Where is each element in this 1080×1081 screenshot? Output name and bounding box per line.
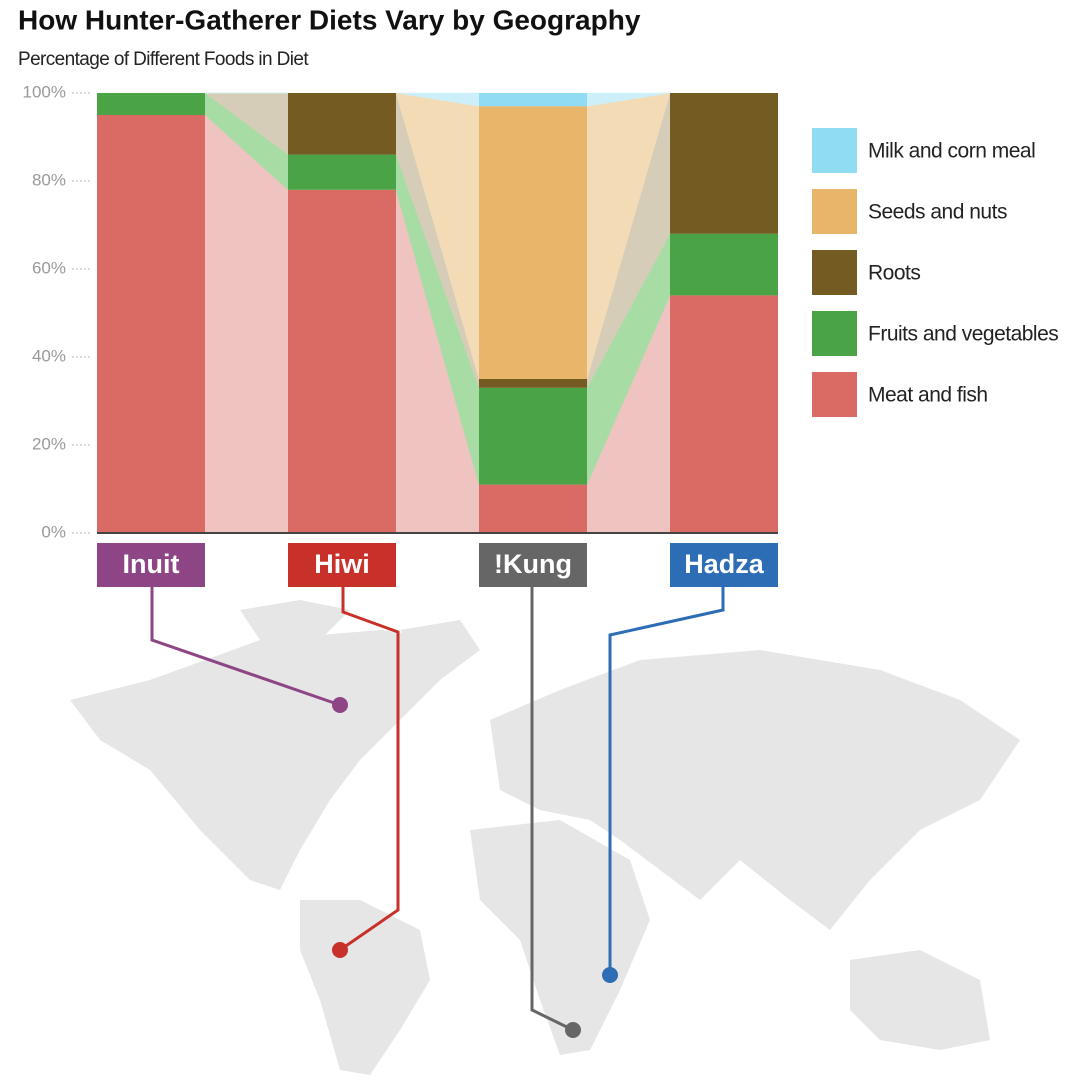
category-label-box <box>288 543 396 587</box>
leader-line <box>608 587 725 975</box>
legend-label: Fruits and vegetables <box>868 323 1058 346</box>
legend-swatch <box>812 128 857 173</box>
legend-swatch <box>812 250 857 295</box>
bar-segment <box>288 154 396 190</box>
legend-label: Meat and fish <box>868 384 988 407</box>
chart-title: How Hunter-Gatherer Diets Vary by Geogra… <box>18 4 641 35</box>
bar-segment <box>288 189 396 534</box>
bar-segment <box>479 106 587 379</box>
location-dot <box>332 697 348 713</box>
category-label: Hadza <box>684 549 765 579</box>
legend-swatch <box>812 311 857 356</box>
leader-line <box>530 587 574 1032</box>
bar-segment <box>479 387 587 485</box>
y-tick-label: 20% <box>32 434 66 453</box>
bar-segment <box>479 379 587 388</box>
bar-segment <box>97 93 205 115</box>
chart-subtitle: Percentage of Different Foods in Diet <box>18 49 309 70</box>
bar-segment <box>670 93 778 234</box>
category-labels: Inuit Hiwi !Kung Hadza <box>97 543 778 587</box>
leader-line <box>339 587 400 952</box>
bar-segment <box>479 484 587 533</box>
legend-swatch <box>812 372 857 417</box>
y-tick-label: 0% <box>41 522 66 541</box>
world-map <box>70 600 1020 1075</box>
leader-line <box>150 587 341 707</box>
legend-label: Seeds and nuts <box>868 201 1007 224</box>
y-tick-label: 80% <box>32 170 66 189</box>
bar-segment <box>97 115 205 533</box>
plot-area: 0% 20% 40% 60% 80% 100% <box>23 82 778 541</box>
category-label-box <box>97 543 205 587</box>
y-tick-label: 60% <box>32 258 66 277</box>
category-label-box <box>479 543 587 587</box>
y-tick-label: 40% <box>32 346 66 365</box>
legend-label: Milk and corn meal <box>868 140 1035 163</box>
bar-segment <box>670 233 778 296</box>
location-dot <box>565 1022 581 1038</box>
category-label-box <box>670 543 778 587</box>
legend: Meat and fish Fruits and vegetables Roots S… <box>812 128 1059 417</box>
category-label: Inuit <box>123 549 180 579</box>
category-label: Hiwi <box>314 549 370 579</box>
y-tick-label: 100% <box>23 82 66 101</box>
leader-lines <box>150 587 725 1038</box>
legend-label: Roots <box>868 262 920 285</box>
legend-swatch <box>812 189 857 234</box>
category-label: !Kung <box>494 549 572 579</box>
location-dot <box>602 967 618 983</box>
bar-segment <box>479 93 587 107</box>
location-dot <box>332 942 348 958</box>
bar-segment <box>670 295 778 533</box>
bar-segment <box>288 93 396 155</box>
